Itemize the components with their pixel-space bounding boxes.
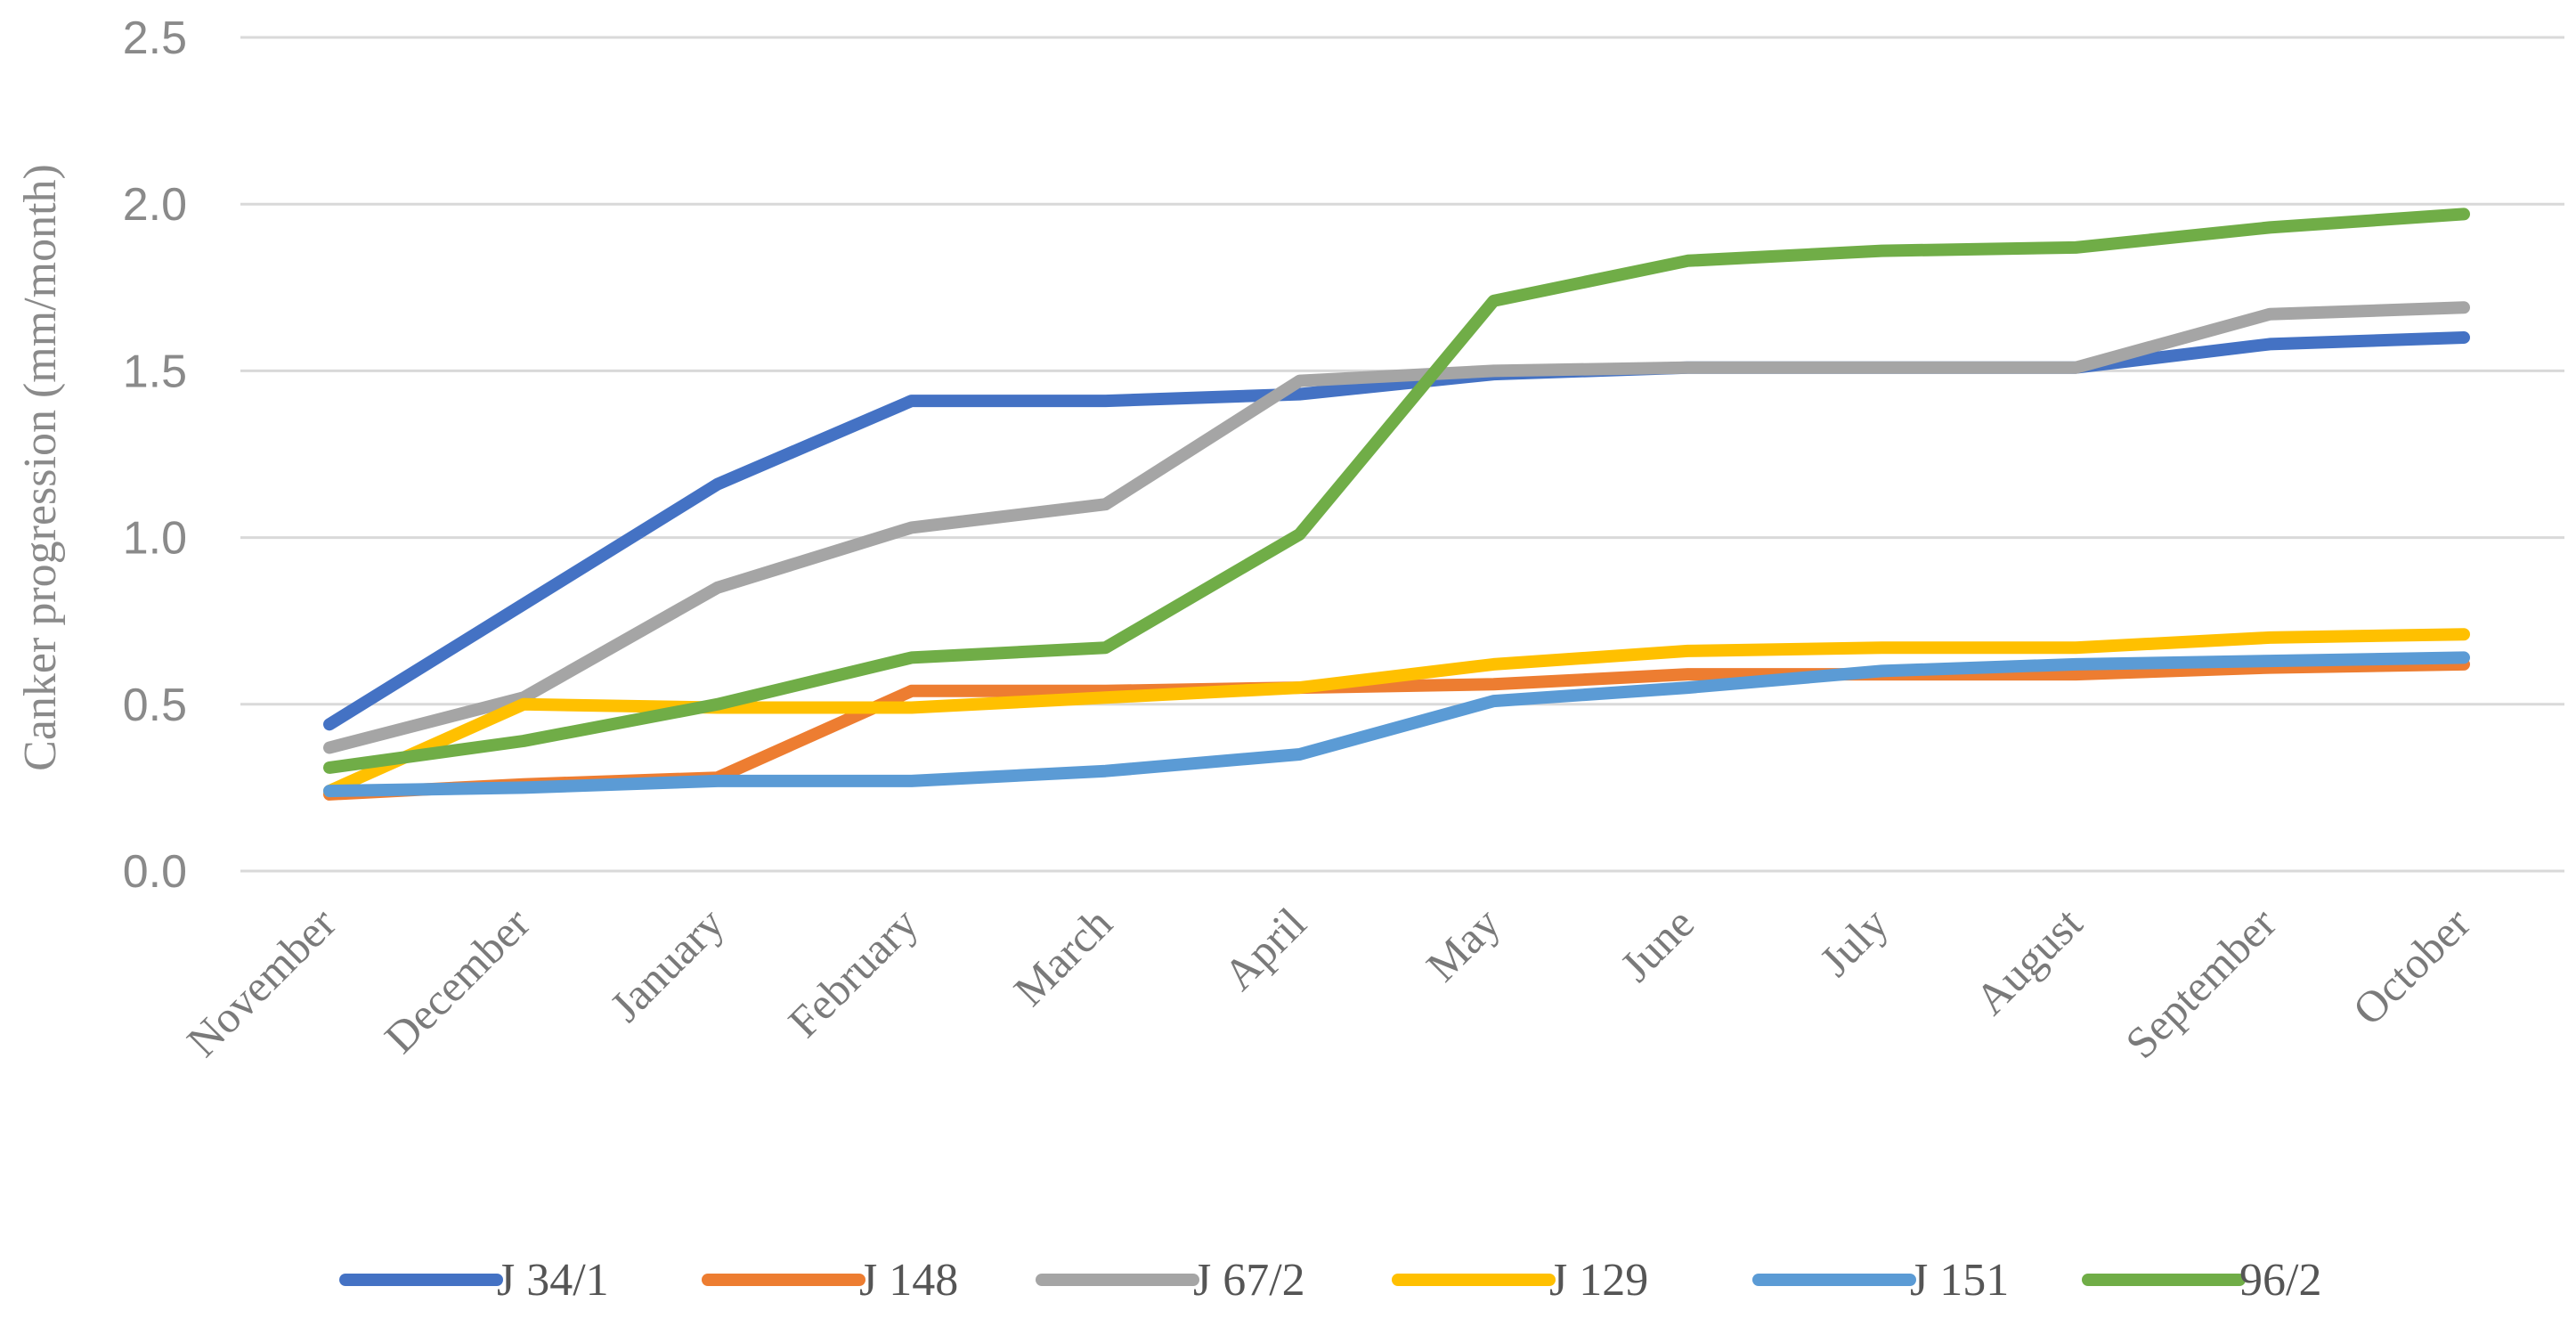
legend-label: J 151 (1910, 1255, 2009, 1306)
y-tick-label: 1.5 (123, 346, 187, 397)
y-tick-labels: 0.0 0.5 1.0 1.5 2.0 2.5 (123, 12, 187, 898)
x-category-labels: November December January February March Apri… (177, 898, 2480, 1068)
gridlines (240, 36, 2564, 873)
legend-label: 96/2 (2239, 1255, 2321, 1306)
x-category-label: September (2116, 898, 2286, 1068)
y-axis-label: Canker progression (mm/month) (15, 164, 66, 771)
x-category-label: November (177, 898, 345, 1066)
series-line-5 (323, 651, 2470, 798)
x-category-label: July (1810, 898, 1898, 986)
legend-label: J 129 (1549, 1255, 1648, 1306)
legend-label: J 148 (859, 1255, 958, 1306)
series-lines (323, 208, 2470, 801)
x-category-label: December (375, 898, 540, 1063)
y-tick-label: 2.5 (123, 12, 187, 64)
legend: J 34/1 J 148 J 67/2 J 129 J 151 96/2 (339, 1255, 2321, 1306)
x-category-label: June (1611, 898, 1703, 990)
x-category-label: October (2343, 898, 2480, 1035)
x-category-label: March (1004, 898, 1122, 1015)
y-tick-label: 0.5 (123, 680, 187, 731)
x-category-label: May (1417, 898, 1509, 990)
y-tick-label: 0.0 (123, 846, 187, 898)
y-tick-label: 2.0 (123, 179, 187, 231)
legend-label: J 67/2 (1193, 1255, 1305, 1306)
x-category-label: August (1965, 898, 2092, 1024)
y-tick-label: 1.0 (123, 513, 187, 565)
series-line-3 (323, 301, 2470, 754)
x-category-label: February (778, 898, 927, 1046)
legend-label: J 34/1 (497, 1255, 609, 1306)
x-category-label: January (600, 898, 734, 1031)
x-category-label: April (1214, 898, 1315, 999)
series-line-6 (323, 208, 2470, 774)
